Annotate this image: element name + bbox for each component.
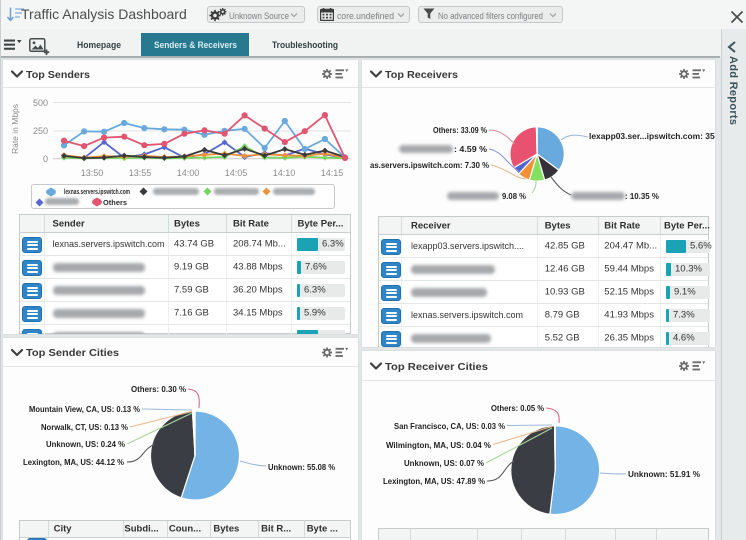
svg-text:Troubleshooting: Troubleshooting: [272, 40, 338, 51]
svg-text:Unknown, US: 0.24 %: Unknown, US: 0.24 %: [46, 439, 125, 449]
svg-text:: 4.59 %: : 4.59 %: [454, 144, 487, 154]
svg-text:Others: Others: [103, 198, 127, 207]
svg-text:Others: 33.09 %: Others: 33.09 %: [433, 125, 487, 135]
svg-text:Unknown, US: 0.07 %: Unknown, US: 0.07 %: [404, 458, 484, 468]
svg-text:Norwalk, CT, US: 0.13 %: Norwalk, CT, US: 0.13 %: [41, 422, 128, 432]
svg-text:Lexington, MA, US: 47.89 %: Lexington, MA, US: 47.89 %: [383, 476, 485, 486]
svg-text:as.servers.ipswitch.com: 7.30: as.servers.ipswitch.com: 7.30 %: [370, 160, 489, 170]
svg-text:Unknown: 51.91 %: Unknown: 51.91 %: [628, 469, 700, 479]
svg-text:Unknown: 55.08 %: Unknown: 55.08 %: [268, 462, 335, 472]
svg-text:core.undefined: core.undefined: [337, 11, 394, 21]
svg-text:San Francisco, CA, US: 0.03 %: San Francisco, CA, US: 0.03 %: [394, 421, 505, 431]
svg-text:Homepage: Homepage: [77, 40, 121, 51]
svg-text:Wilmington, MA, US: 0.04 %: Wilmington, MA, US: 0.04 %: [386, 440, 491, 450]
svg-text:Lexington, MA, US: 44.12 %: Lexington, MA, US: 44.12 %: [23, 457, 124, 467]
svg-text:Others: 0.05 %: Others: 0.05 %: [491, 403, 544, 413]
svg-text:: 10.35 %: : 10.35 %: [625, 191, 659, 201]
svg-text:Top Sender Cities: Top Sender Cities: [26, 347, 119, 359]
svg-text:Top Receiver Cities: Top Receiver Cities: [385, 361, 488, 373]
svg-text:Top Senders: Top Senders: [26, 69, 90, 81]
svg-text:Top Receivers: Top Receivers: [385, 69, 458, 81]
svg-text:No advanced filters configured: No advanced filters configured: [438, 11, 543, 21]
svg-text:Mountain View, CA, US: 0.13 %: Mountain View, CA, US: 0.13 %: [29, 404, 140, 414]
svg-text:9.08 %: 9.08 %: [502, 191, 526, 201]
svg-text:lexnas.servers.ipswitch.com: lexnas.servers.ipswitch.com: [64, 187, 130, 196]
svg-text:Unknown Source: Unknown Source: [229, 11, 289, 21]
svg-text:lexapp03.ser...ipswitch.com: 3: lexapp03.ser...ipswitch.com: 35.: [589, 131, 715, 141]
svg-text:Others: 0.30 %: Others: 0.30 %: [131, 384, 186, 394]
svg-text:Senders & Receivers: Senders & Receivers: [154, 40, 237, 51]
